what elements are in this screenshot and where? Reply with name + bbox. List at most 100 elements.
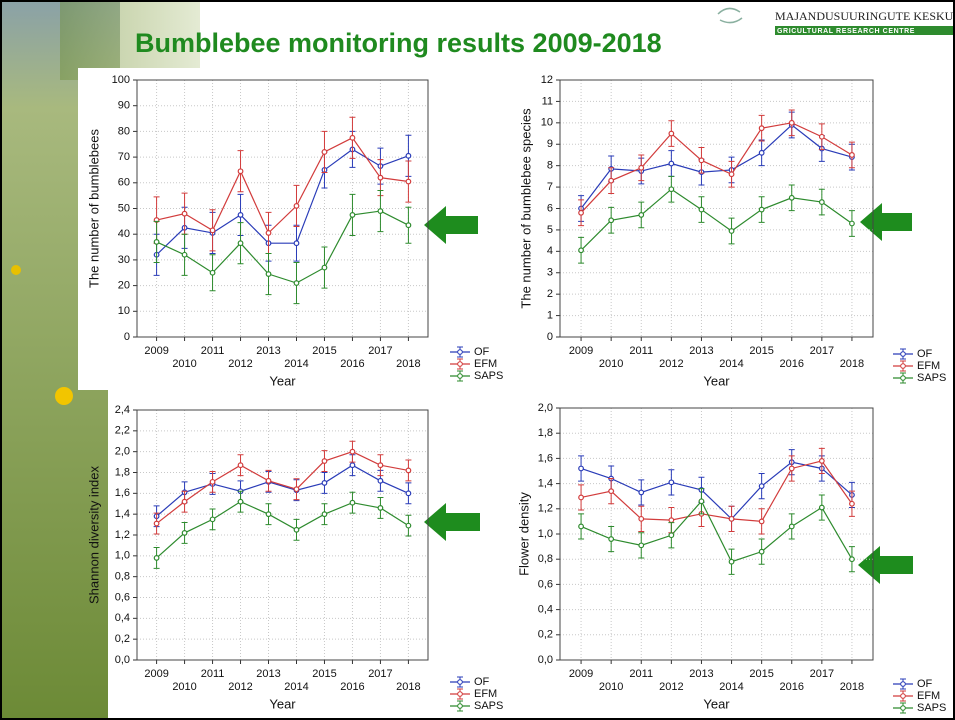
legend-marker	[458, 680, 463, 685]
y-axis-label: Flower density	[516, 492, 531, 576]
legend-label: OF	[917, 678, 933, 690]
x-tick-label: 2016	[779, 681, 803, 693]
point	[820, 200, 825, 205]
logo-subtitle: GRICULTURAL RESEARCH CENTRE	[777, 28, 915, 35]
point	[294, 527, 299, 532]
x-tick-label: 2017	[810, 668, 834, 680]
point	[406, 523, 411, 528]
point	[609, 537, 614, 542]
x-tick-label: 2014	[284, 358, 308, 370]
y-tick-label: 1,8	[115, 466, 130, 478]
point	[182, 211, 187, 216]
y-tick-label: 1,0	[538, 528, 553, 540]
point	[579, 210, 584, 215]
x-tick-label: 2010	[172, 681, 196, 693]
legend-label: OF	[474, 676, 490, 688]
x-tick-label: 2018	[840, 681, 864, 693]
point	[759, 549, 764, 554]
point	[759, 207, 764, 212]
point	[759, 484, 764, 489]
flower	[11, 265, 21, 275]
legend-marker	[901, 694, 906, 699]
y-tick-label: 0,6	[115, 591, 130, 603]
y-tick-label: 1,4	[115, 508, 130, 520]
point	[789, 466, 794, 471]
point	[820, 505, 825, 510]
y-tick-label: 60	[118, 177, 130, 189]
point	[669, 480, 674, 485]
y-tick-label: 70	[118, 151, 130, 163]
x-axis-label: Year	[703, 696, 730, 711]
y-tick-label: 0,2	[115, 633, 130, 645]
point	[182, 252, 187, 257]
y-tick-label: 0,8	[115, 571, 130, 583]
x-tick-label: 2017	[368, 668, 392, 680]
point	[579, 248, 584, 253]
y-axis-label: Shannon diversity index	[86, 465, 101, 604]
point	[669, 161, 674, 166]
point	[266, 231, 271, 236]
point	[579, 495, 584, 500]
x-tick-label: 2016	[340, 358, 364, 370]
point	[182, 531, 187, 536]
legend-label: SAPS	[474, 700, 503, 712]
y-tick-label: 8	[547, 160, 553, 172]
point	[406, 179, 411, 184]
y-tick-label: 40	[118, 228, 130, 240]
x-tick-label: 2016	[779, 358, 803, 370]
x-tick-label: 2011	[629, 345, 653, 357]
x-tick-label: 2013	[256, 668, 280, 680]
point	[350, 500, 355, 505]
y-tick-label: 11	[542, 95, 553, 107]
point	[266, 512, 271, 517]
point	[699, 499, 704, 504]
y-tick-label: 20	[118, 280, 130, 292]
x-tick-label: 2012	[228, 358, 252, 370]
x-tick-label: 2012	[659, 358, 683, 370]
x-tick-label: 2016	[340, 681, 364, 693]
y-tick-label: 0,2	[538, 629, 553, 641]
x-tick-label: 2010	[172, 358, 196, 370]
y-tick-label: 0,0	[538, 654, 553, 666]
point	[639, 490, 644, 495]
point	[406, 154, 411, 159]
x-tick-label: 2017	[368, 345, 392, 357]
point	[210, 517, 215, 522]
y-tick-label: 0	[547, 331, 553, 343]
point	[266, 272, 271, 277]
point	[759, 126, 764, 131]
y-tick-label: 90	[118, 100, 130, 112]
x-tick-label: 2015	[312, 668, 336, 680]
x-tick-label: 2014	[719, 358, 743, 370]
x-tick-label: 2009	[569, 668, 593, 680]
point	[182, 499, 187, 504]
point	[669, 533, 674, 538]
y-tick-label: 0,8	[538, 553, 553, 565]
point	[154, 240, 159, 245]
point	[294, 204, 299, 209]
x-tick-label: 2018	[396, 681, 420, 693]
y-tick-label: 4	[547, 245, 553, 257]
legend-label: EFM	[474, 688, 497, 700]
point	[210, 480, 215, 485]
y-tick-label: 2	[547, 288, 553, 300]
x-tick-label: 2018	[840, 358, 864, 370]
legend-marker	[458, 374, 463, 379]
x-tick-label: 2011	[201, 668, 225, 680]
y-tick-label: 5	[547, 224, 553, 236]
legend-marker	[901, 352, 906, 357]
y-tick-label: 30	[118, 254, 130, 266]
y-tick-label: 3	[547, 267, 553, 279]
point	[609, 218, 614, 223]
x-tick-label: 2015	[749, 668, 773, 680]
point	[850, 557, 855, 562]
legend-marker	[458, 704, 463, 709]
x-tick-label: 2011	[201, 345, 225, 357]
point	[850, 221, 855, 226]
x-tick-label: 2012	[659, 681, 683, 693]
point	[789, 121, 794, 126]
point	[294, 241, 299, 246]
y-tick-label: 1,4	[538, 478, 553, 490]
x-axis-label: Year	[269, 373, 296, 388]
point	[238, 213, 243, 218]
